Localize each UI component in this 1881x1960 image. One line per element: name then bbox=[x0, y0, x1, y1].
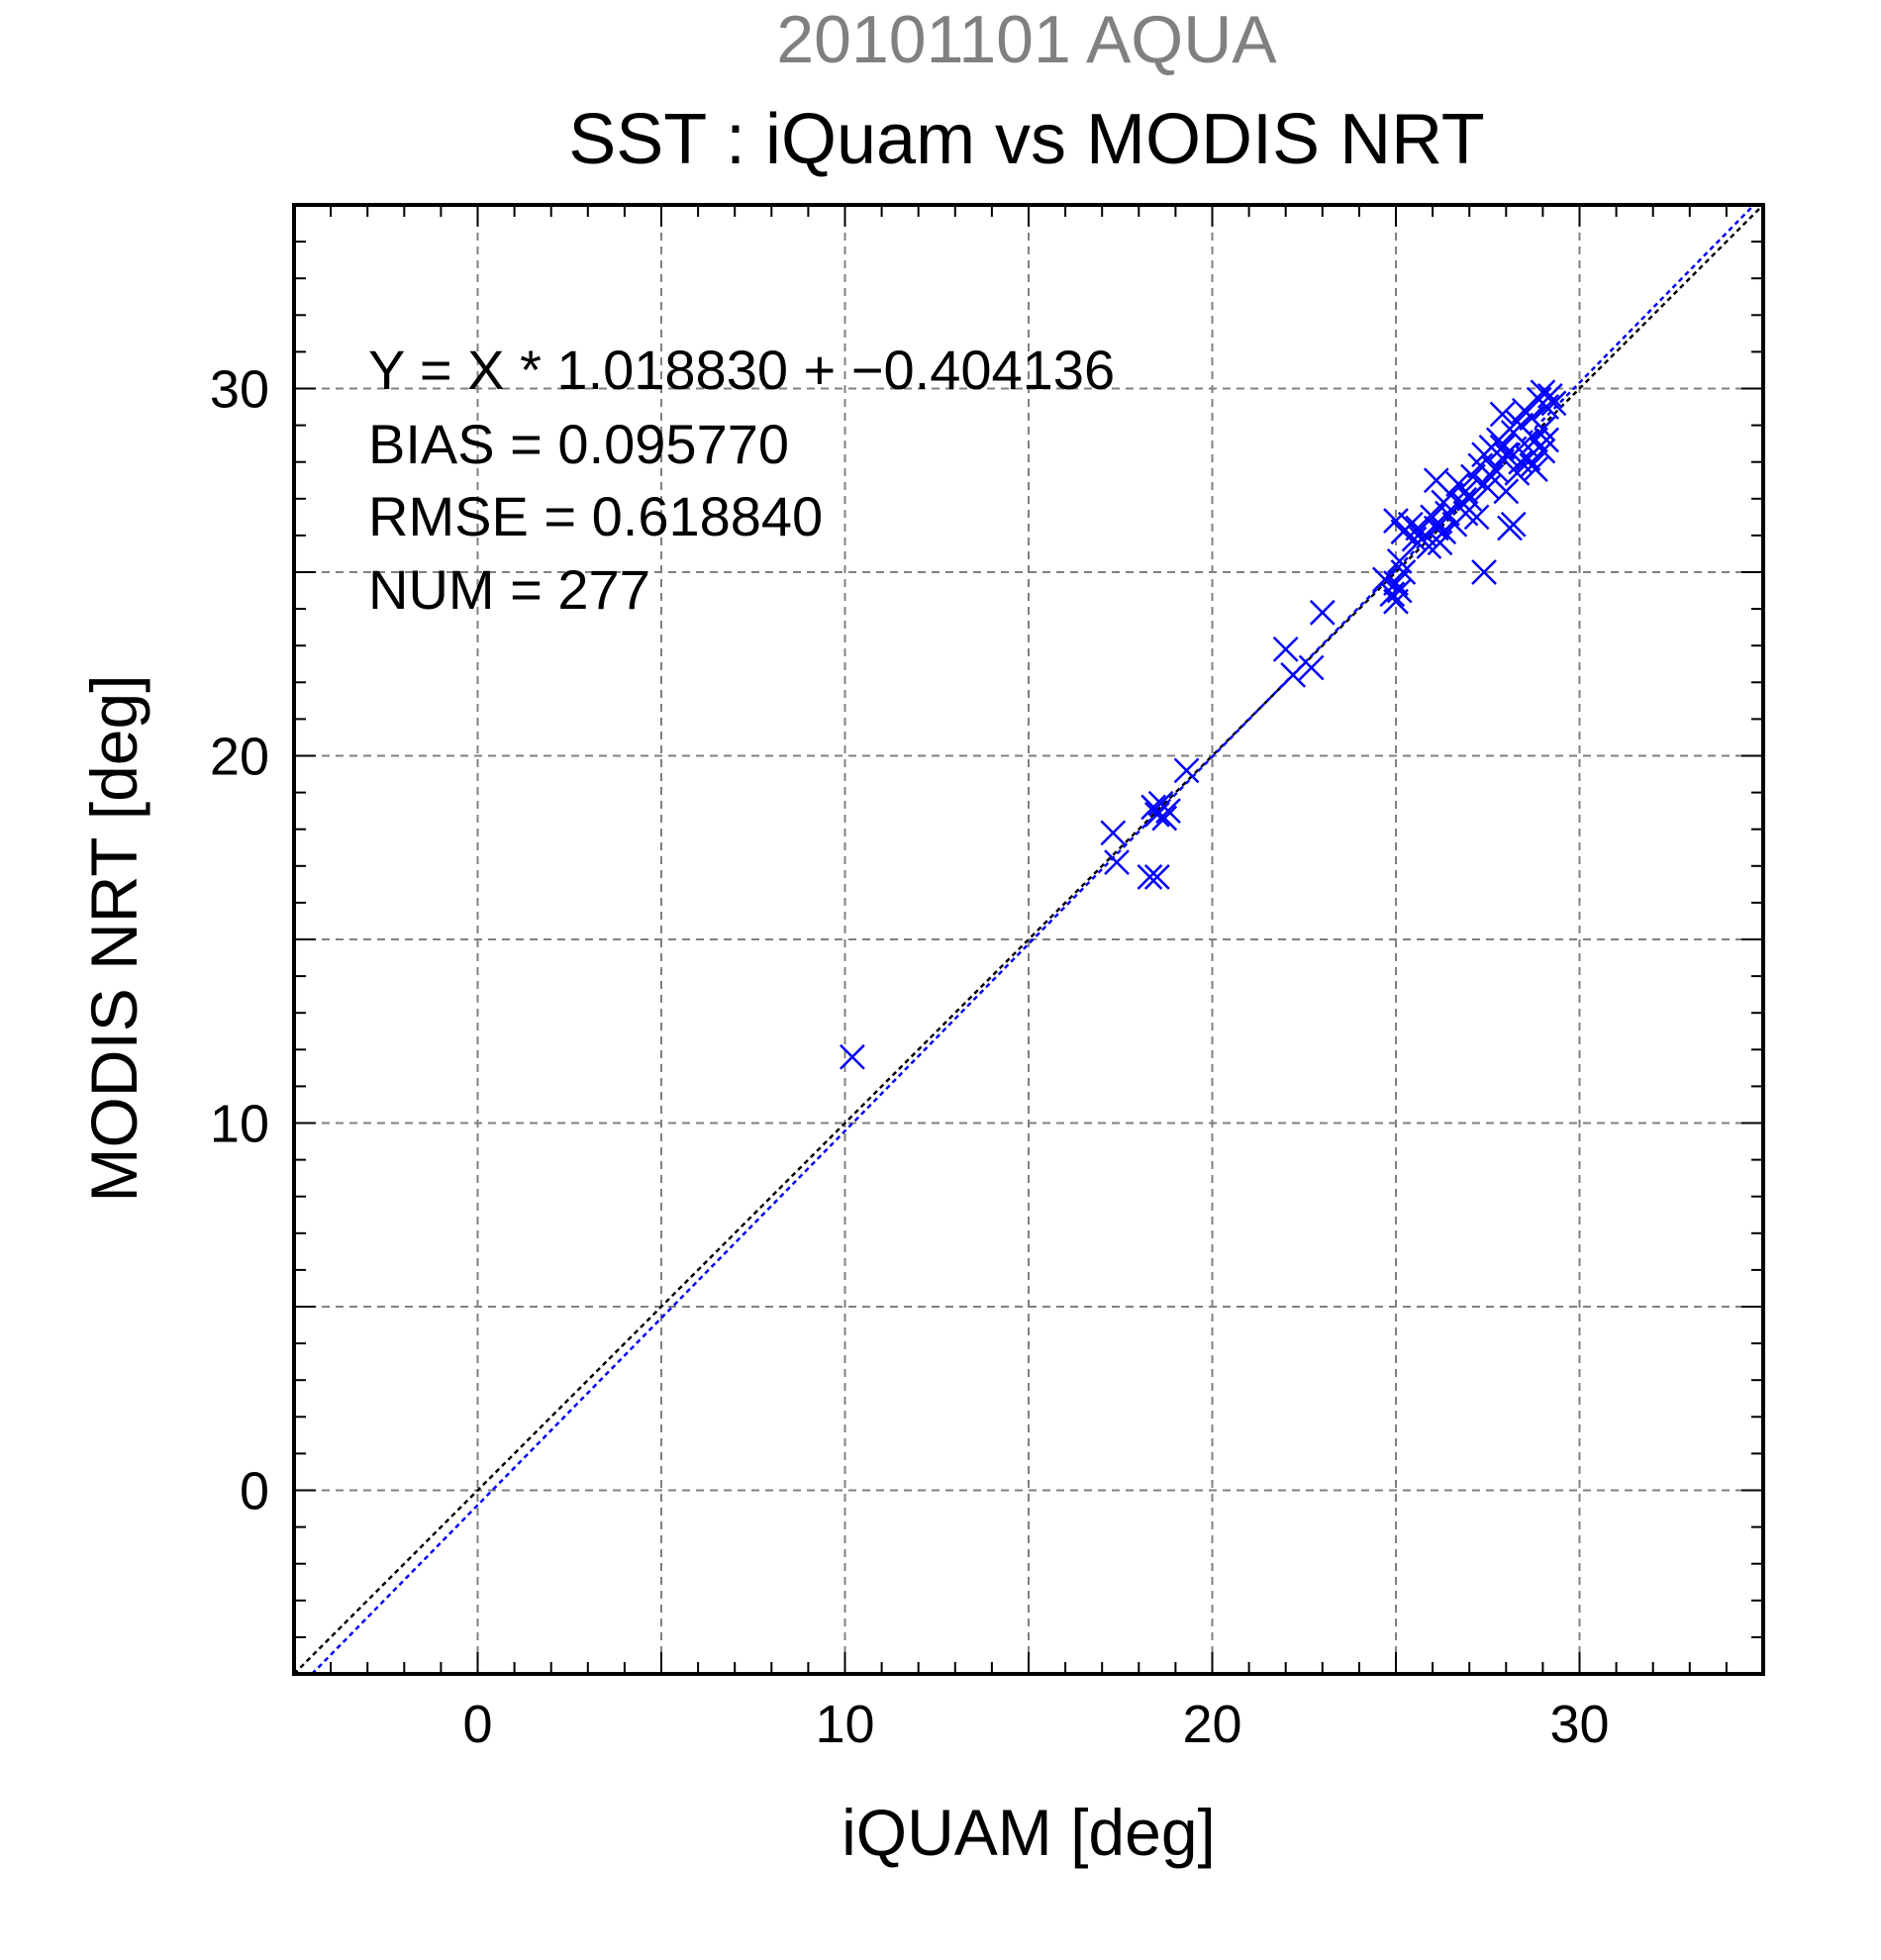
data-point bbox=[1409, 526, 1435, 552]
x-axis-label: iQUAM [deg] bbox=[842, 1796, 1216, 1869]
data-point bbox=[1471, 559, 1497, 585]
y-tick-label: 20 bbox=[210, 728, 269, 787]
grid-lines bbox=[294, 205, 1763, 1674]
data-point bbox=[1272, 637, 1299, 662]
data-point bbox=[1482, 456, 1509, 483]
y-tick-label: 30 bbox=[210, 360, 269, 420]
data-point bbox=[1500, 511, 1527, 538]
data-point bbox=[1431, 519, 1457, 545]
data-point bbox=[1298, 654, 1325, 681]
x-tick-label: 10 bbox=[815, 1695, 874, 1754]
chart-title: SST : iQuam vs MODIS NRT bbox=[568, 100, 1485, 179]
fit-equation: Y = X * 1.018830 + −0.404136 bbox=[368, 339, 1115, 401]
y-axis-label: MODIS NRT [deg] bbox=[77, 674, 150, 1202]
x-tick-label: 30 bbox=[1549, 1695, 1609, 1754]
bias-value: BIAS = 0.095770 bbox=[368, 413, 789, 475]
data-point bbox=[840, 1043, 865, 1070]
data-point bbox=[1151, 805, 1178, 832]
data-point bbox=[1511, 397, 1537, 424]
data-point bbox=[1489, 401, 1516, 428]
data-point bbox=[1493, 441, 1520, 468]
num-value: NUM = 277 bbox=[368, 558, 650, 621]
data-point bbox=[1478, 463, 1505, 490]
data-point bbox=[1536, 383, 1563, 409]
data-point bbox=[1456, 485, 1483, 512]
data-point bbox=[1173, 757, 1200, 784]
data-point bbox=[1155, 798, 1181, 825]
data-point bbox=[1460, 463, 1486, 490]
data-point bbox=[1309, 599, 1336, 626]
data-point bbox=[1504, 409, 1531, 435]
data-points bbox=[840, 379, 1567, 1070]
plot-frame bbox=[292, 203, 1765, 1676]
data-point bbox=[1143, 864, 1170, 890]
data-point bbox=[1508, 448, 1534, 475]
data-point bbox=[1137, 864, 1163, 890]
fit-line bbox=[311, 204, 1755, 1675]
data-point bbox=[1452, 478, 1479, 505]
stats-annotation: Y = X * 1.018830 + −0.404136 BIAS = 0.09… bbox=[368, 339, 1115, 621]
data-point bbox=[1104, 849, 1130, 875]
data-point bbox=[1489, 434, 1516, 460]
y-tick-label: 10 bbox=[210, 1095, 269, 1154]
data-point bbox=[1280, 661, 1307, 688]
data-point bbox=[1383, 570, 1409, 597]
chart-subtitle: 20101101 AQUA bbox=[776, 2, 1277, 77]
data-point bbox=[1534, 427, 1559, 453]
data-point bbox=[1452, 500, 1479, 527]
data-point bbox=[1100, 820, 1127, 846]
x-tick-label: 20 bbox=[1182, 1695, 1241, 1754]
rmse-value: RMSE = 0.618840 bbox=[368, 485, 823, 547]
data-point bbox=[1386, 547, 1413, 574]
x-tick-label: 0 bbox=[462, 1695, 492, 1754]
data-point bbox=[1397, 511, 1424, 538]
tick-labels: 0 10 20 30 0 10 20 30 bbox=[210, 360, 1610, 1755]
y-tick-label: 0 bbox=[240, 1462, 269, 1521]
